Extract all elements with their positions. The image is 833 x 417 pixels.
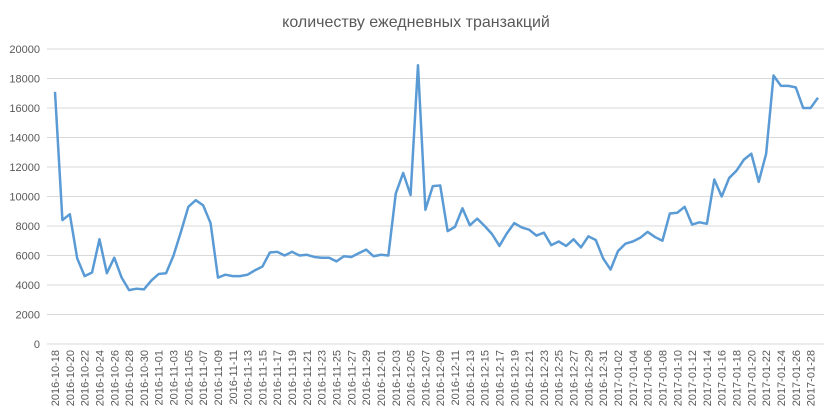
x-tick-label: 2016-12-13 [465, 350, 477, 406]
y-tick-label: 0 [34, 339, 40, 351]
x-tick-label: 2017-01-24 [776, 350, 788, 406]
x-tick-label: 2016-11-23 [317, 350, 329, 405]
x-tick-label: 2016-12-07 [420, 350, 432, 406]
x-tick-label: 2016-11-19 [287, 350, 299, 405]
x-tick-label: 2016-11-29 [361, 350, 373, 405]
x-tick-label: 2016-11-25 [331, 350, 343, 405]
x-tick-label: 2016-10-30 [139, 350, 151, 406]
x-tick-label: 2017-01-08 [657, 350, 669, 406]
x-tick-label: 2017-01-20 [746, 350, 758, 406]
x-tick-label: 2017-01-14 [702, 350, 714, 406]
x-tick-label: 2016-10-22 [80, 350, 92, 406]
y-tick-label: 4000 [16, 280, 40, 292]
x-tick-label: 2016-10-28 [124, 350, 136, 406]
x-tick-label: 2017-01-16 [717, 350, 729, 406]
y-tick-label: 14000 [9, 133, 40, 145]
x-tick-label: 2017-01-28 [806, 350, 818, 406]
x-tick-label: 2017-01-22 [761, 350, 773, 406]
x-tick-label: 2016-12-03 [391, 350, 403, 406]
x-tick-label: 2016-12-23 [539, 350, 551, 406]
x-tick-label: 2016-12-25 [554, 350, 566, 406]
y-tick-label: 16000 [9, 103, 40, 115]
x-tick-label: 2016-11-17 [272, 350, 284, 405]
x-tick-label: 2017-01-26 [791, 350, 803, 406]
x-tick-label: 2016-12-05 [406, 350, 418, 406]
x-tick-label: 2016-11-09 [213, 350, 225, 405]
y-tick-label: 2000 [16, 310, 40, 322]
x-tick-label: 2016-11-07 [198, 350, 210, 405]
x-tick-label: 2016-11-01 [154, 350, 166, 405]
x-tick-label: 2017-01-06 [643, 350, 655, 406]
x-tick-label: 2016-12-27 [569, 350, 581, 406]
y-tick-label: 10000 [9, 192, 40, 204]
x-tick-label: 2016-12-15 [480, 350, 492, 406]
x-tick-label: 2016-10-18 [50, 350, 62, 406]
x-tick-label: 2016-11-13 [243, 350, 255, 405]
x-tick-label: 2016-11-21 [302, 350, 314, 405]
y-tick-label: 18000 [9, 74, 40, 86]
y-tick-label: 8000 [16, 221, 40, 233]
x-tick-label: 2016-11-27 [346, 350, 358, 405]
x-tick-label: 2017-01-04 [628, 350, 640, 406]
x-tick-label: 2016-12-01 [376, 350, 388, 406]
chart-title: количеству ежедневных транзакций [282, 14, 550, 31]
x-tick-label: 2016-12-29 [583, 350, 595, 406]
x-tick-label: 2016-11-05 [183, 350, 195, 405]
x-tick-label: 2016-11-15 [257, 350, 269, 405]
x-tick-label: 2016-10-20 [65, 350, 77, 406]
data-line [53, 63, 820, 292]
x-tick-label: 2016-10-24 [94, 350, 106, 406]
x-tick-label: 2017-01-12 [687, 350, 699, 406]
x-tick-label: 2016-11-03 [169, 350, 181, 405]
x-tick-label: 2017-01-18 [732, 350, 744, 406]
x-tick-label: 2016-12-17 [494, 350, 506, 406]
x-tick-label: 2016-12-21 [524, 350, 536, 406]
y-tick-label: 20000 [9, 44, 40, 56]
x-tick-label: 2016-12-31 [598, 350, 610, 406]
x-tick-label: 2016-12-19 [509, 350, 521, 406]
y-tick-label: 12000 [9, 162, 40, 174]
x-tick-label: 2016-12-11 [450, 350, 462, 405]
x-tick-label: 2016-11-11 [228, 350, 240, 405]
x-tick-label: 2017-01-10 [672, 350, 684, 406]
x-tick-label: 2016-10-26 [109, 350, 121, 406]
x-tick-label: 2016-12-09 [435, 350, 447, 406]
y-tick-label: 6000 [16, 251, 40, 263]
x-tick-label: 2017-01-02 [613, 350, 625, 406]
